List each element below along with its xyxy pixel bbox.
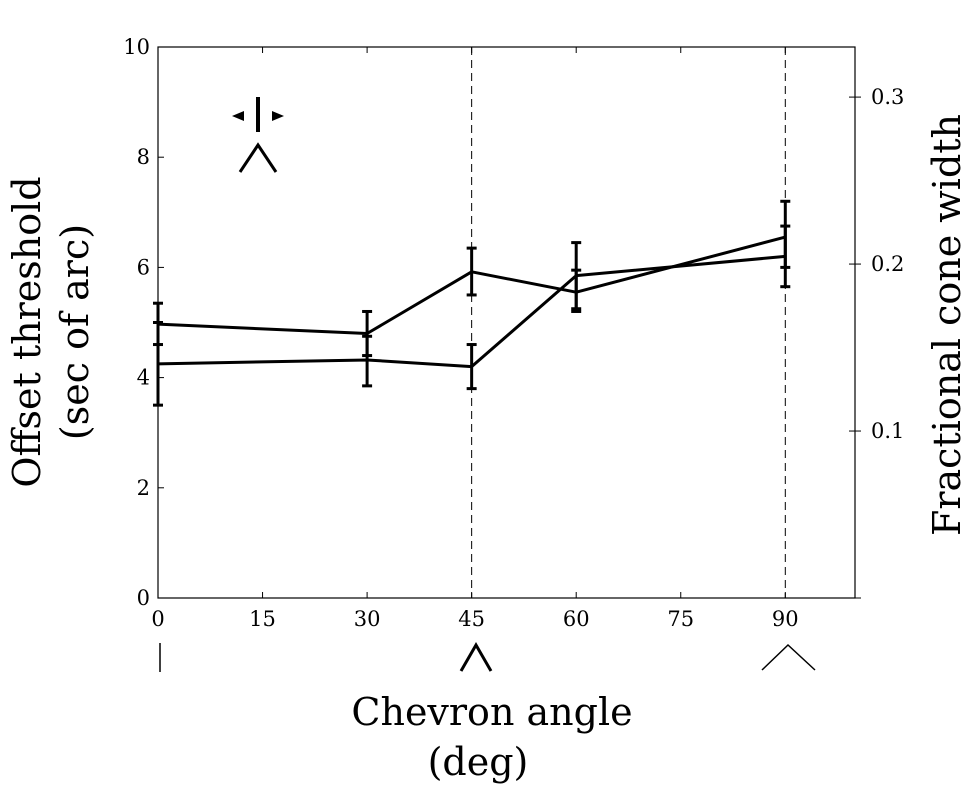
y-axis-title-line2: (sec of arc) — [53, 224, 97, 440]
y2-tick-label: 0.3 — [871, 85, 904, 109]
plot-frame — [157, 46, 856, 599]
y-axis-title-line1: Offset threshold — [5, 176, 49, 487]
y-tick-label: 4 — [137, 366, 150, 390]
x-tick-label: 45 — [458, 607, 485, 631]
x-tick-label: 15 — [249, 607, 276, 631]
x-tick-label: 75 — [667, 607, 694, 631]
x-tick-label: 30 — [354, 607, 381, 631]
y2-tick-label: 0.1 — [871, 419, 904, 443]
y2-tick-label: 0.2 — [871, 252, 904, 276]
x-tick-label: 0 — [151, 607, 164, 631]
x-tick-label: 60 — [563, 607, 590, 631]
right-arrow-icon — [272, 111, 284, 121]
chevron-45-icon — [459, 641, 493, 672]
left-arrow-icon — [232, 111, 244, 121]
y-tick-label: 2 — [137, 476, 150, 500]
y2-axis-title: Fractional cone width — [925, 114, 969, 536]
y-tick-label: 0 — [137, 586, 150, 610]
series-layer — [153, 199, 791, 407]
y-tick-label: 6 — [137, 255, 150, 279]
chevron-icon-inset — [238, 142, 278, 173]
y-tick-label: 8 — [137, 145, 150, 169]
y-tick-label: 10 — [123, 35, 150, 59]
x-tick-label: 90 — [772, 607, 799, 631]
x-axis-title-line1: Chevron angle — [351, 690, 632, 734]
chevron-icons — [159, 97, 816, 672]
ticks: 0 15 30 45 60 75 90 0 2 4 6 8 10 0.1 0.2 0.3 — [123, 35, 904, 631]
axes — [157, 46, 856, 599]
axis-titles: Chevron angle (deg) Offset threshold (se… — [5, 114, 969, 784]
chevron-90-icon — [761, 643, 816, 671]
x-axis-title-line2: (deg) — [428, 740, 529, 784]
